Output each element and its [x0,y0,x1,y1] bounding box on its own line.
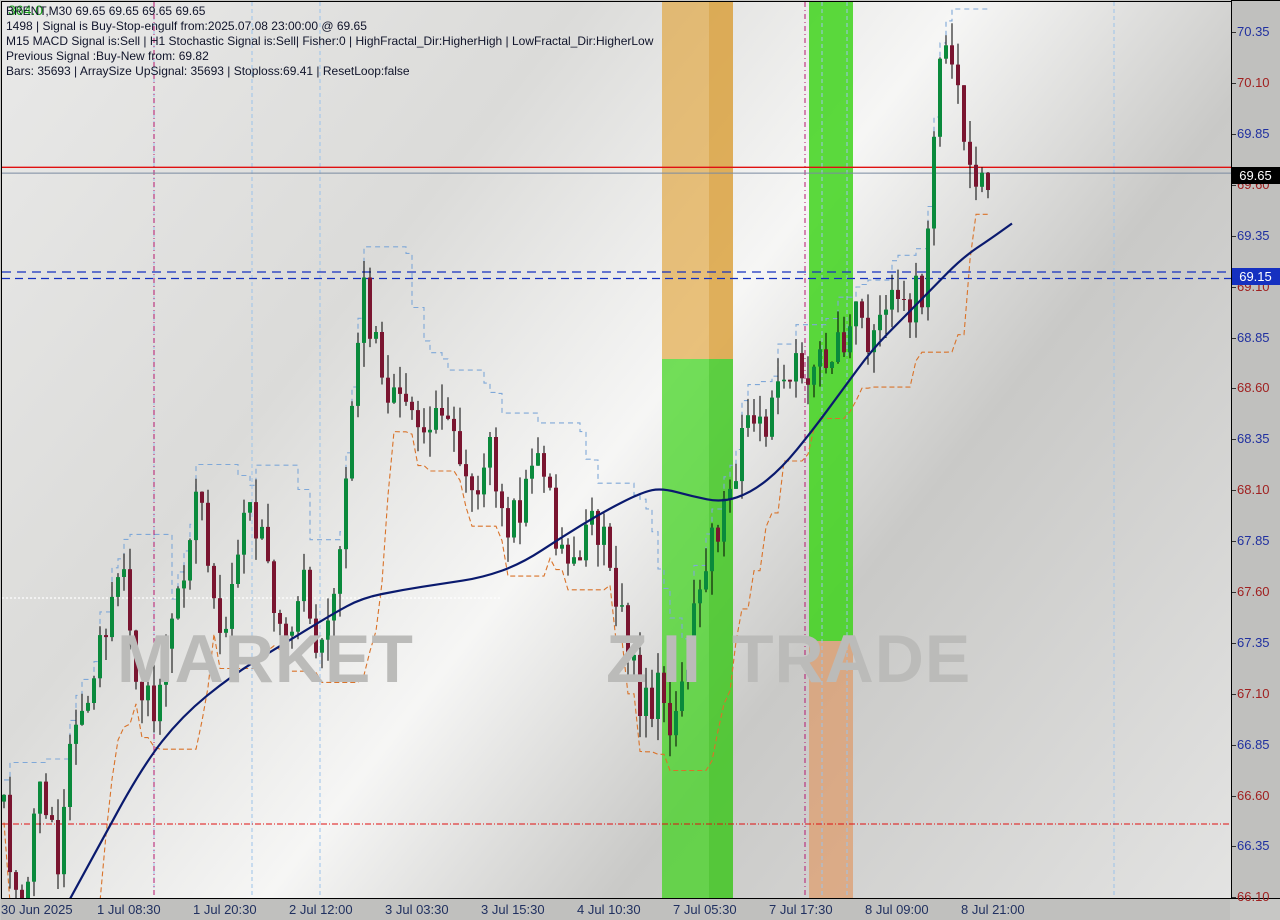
svg-text:TRADE: TRADE [732,621,971,697]
svg-text:Z: Z [606,621,649,697]
svg-text:MARKET: MARKET [117,621,414,697]
svg-text:II: II [662,621,702,697]
